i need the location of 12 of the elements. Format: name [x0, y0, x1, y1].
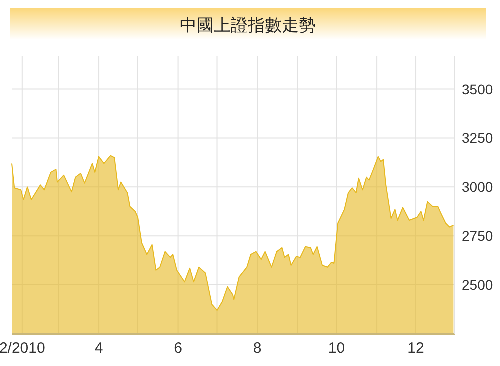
y-tick-label: 3250	[462, 130, 494, 146]
y-tick-label: 3000	[462, 179, 494, 196]
y-tick-label: 2500	[462, 277, 494, 294]
x-tick-label: 6	[174, 340, 182, 357]
x-tick-label: 8	[253, 340, 262, 357]
y-tick-label: 2750	[462, 228, 494, 244]
x-tick-label: 2/2010	[0, 340, 46, 357]
x-tick-label: 4	[94, 340, 104, 357]
x-tick-label: 10	[328, 340, 346, 357]
y-tick-label: 3500	[462, 81, 494, 98]
chart-title: 中國上證指數走勢	[180, 16, 316, 36]
x-tick-label: 12	[408, 340, 424, 357]
